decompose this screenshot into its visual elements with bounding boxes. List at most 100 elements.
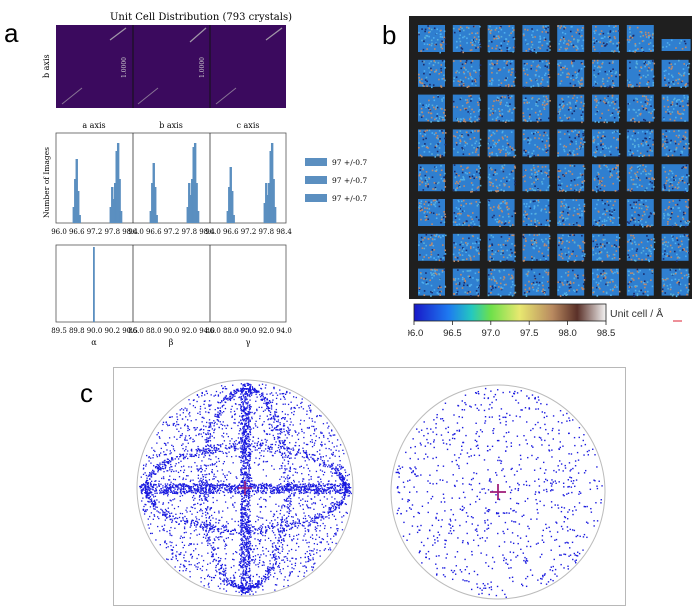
scatter-point [179,434,182,437]
grid-cell-speckle [466,284,469,287]
grid-cell-speckle [526,43,528,45]
grid-cell-speckle [612,68,614,71]
grid-cell-speckle [418,202,421,204]
scatter-point [267,445,269,448]
grid-cell-speckle [561,66,564,69]
grid-cell-speckle [650,96,653,98]
grid-cell-speckle [531,49,534,51]
grid-cell-speckle [645,137,647,140]
scatter-point [217,537,219,539]
grid-cell-speckle [672,207,675,209]
grid-cell-speckle [472,220,475,223]
grid-cell-speckle [419,241,422,243]
grid-cell-speckle [613,116,616,119]
scatter-point [268,427,271,429]
scatter-point [287,565,289,568]
grid-cell-speckle [459,134,461,137]
grid-cell-speckle [633,146,636,148]
grid-cell-speckle [506,105,509,107]
grid-cell-speckle [662,138,664,141]
grid-cell-speckle [440,86,443,88]
scatter-point [307,507,309,509]
grid-cell-speckle [541,76,543,79]
grid-cell-speckle [667,287,669,290]
grid-cell-speckle [678,283,681,286]
grid-cell-speckle [642,225,644,228]
grid-cell-speckle [596,268,599,271]
grid-cell-speckle [566,283,568,286]
grid-cell-speckle [563,292,566,295]
grid-cell-speckle [611,212,613,215]
grid-cell-speckle [578,39,580,42]
grid-cell-speckle [627,249,630,252]
grid-cell-speckle [645,221,647,224]
grid-cell-speckle [577,47,579,50]
grid-cell-speckle [678,199,681,202]
scatter-point [196,563,199,565]
grid-cell-speckle [602,131,605,133]
grid-cell-speckle [502,148,505,150]
grid-cell-speckle [560,69,562,71]
grid-cell-speckle [612,182,615,185]
grid-cell-speckle [602,270,605,272]
grid-cell-speckle [638,184,641,186]
grid-cell-speckle [495,119,498,122]
grid-cell-speckle [608,254,610,257]
grid-cell-speckle [642,144,644,147]
grid-cell-speckle [592,247,594,249]
grid-cell-speckle [687,291,689,293]
scatter-point [167,502,170,504]
grid-cell-speckle [541,252,544,255]
grid-cell-speckle [612,272,615,275]
grid-cell-speckle [687,98,689,100]
grid-cell-speckle [540,119,542,121]
scatter-point [315,538,317,541]
grid-cell-speckle [614,200,616,203]
scatter-point [258,463,260,465]
grid-cell-speckle [425,254,428,256]
grid-cell-speckle [500,97,502,99]
scatter-point [143,486,146,488]
grid-cell-speckle [630,258,633,261]
scatter-point [197,566,199,568]
grid-cell-speckle [592,286,594,289]
grid-cell-speckle [470,94,472,97]
scatter-point [339,483,341,485]
scatter-point [220,565,223,567]
grid-cell-speckle [469,246,472,248]
grid-cell-speckle [435,259,437,261]
grid-cell-speckle [613,253,616,256]
grid-cell-speckle [441,36,444,38]
grid-cell-speckle [472,246,475,249]
grid-cell-speckle [670,39,673,42]
grid-cell-speckle [511,215,514,218]
grid-cell-speckle [563,144,566,147]
grid-cell-speckle [562,234,564,237]
scatter-point [198,496,201,498]
grid-cell-speckle [563,223,565,226]
histogram-bar [273,207,277,223]
grid-cell-speckle [682,113,685,115]
scatter-point [164,519,166,521]
grid-cell-speckle [635,183,637,186]
grid-cell-speckle [531,173,533,175]
grid-cell-speckle [524,210,526,213]
grid-cell-speckle [688,221,691,223]
grid-cell-speckle [576,28,579,31]
grid-cell-speckle [435,43,438,46]
grid-cell-speckle [633,259,636,262]
grid-cell-speckle [461,48,464,50]
grid-cell-speckle [599,99,602,102]
scatter-point [148,460,150,462]
grid-cell-speckle [597,221,599,224]
grid-cell-speckle [471,77,473,80]
scatter-point [314,526,317,528]
grid-cell-speckle [436,115,438,117]
grid-cell-speckle [544,165,547,168]
scatter-point [215,451,217,453]
grid-cell-speckle [489,152,491,155]
scatter-point [304,500,307,502]
scatter-point [175,555,177,558]
grid-cell-speckle [548,184,551,187]
grid-cell-speckle [637,131,640,134]
